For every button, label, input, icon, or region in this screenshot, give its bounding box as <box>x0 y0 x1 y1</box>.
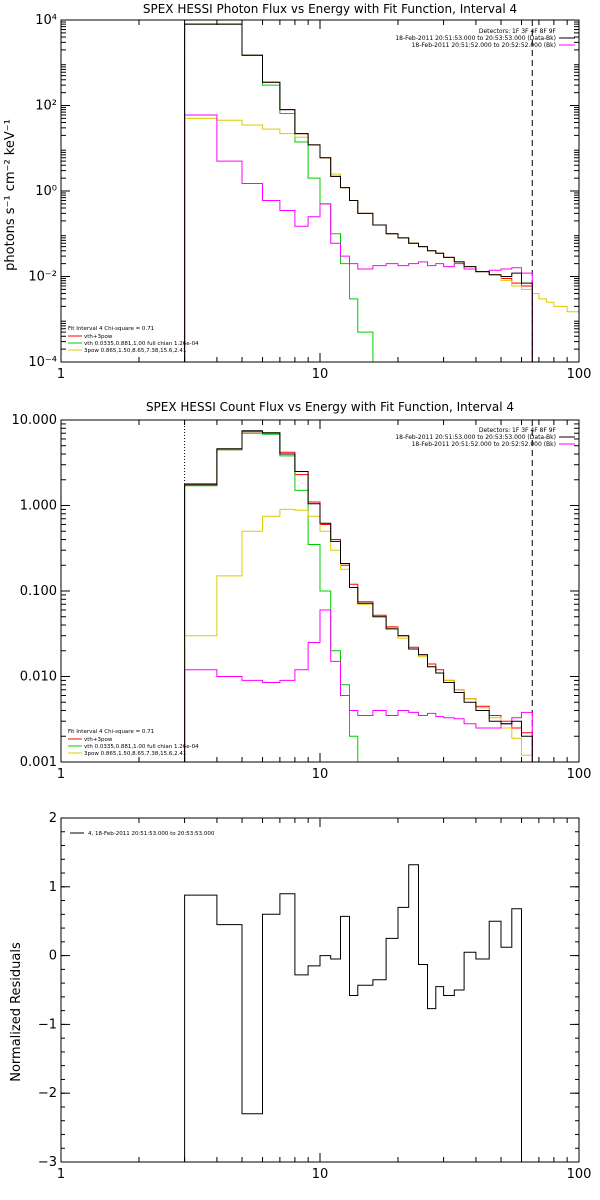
fit-interval-label: Fit Interval 4 Chi-square = 0.71 <box>68 326 154 332</box>
fit-total-label: vth+3pow <box>84 334 113 340</box>
residuals-frame <box>60 817 580 1163</box>
x-tick-label: 10 <box>312 767 329 782</box>
x-tick-label: 10 <box>312 367 329 382</box>
residuals-ylabel: Normalized Residuals <box>9 942 24 1082</box>
detectors-label: Detectors: 1F 3F 4F 8F 9F <box>479 28 557 35</box>
y-tick-label: 10⁻⁴ <box>28 355 57 370</box>
x-tick-label: 1 <box>57 1167 65 1182</box>
photon-flux-right-legend: Detectors: 1F 3F 4F 8F 9F 18-Feb-2011 20… <box>395 28 575 49</box>
vth-label: vth 0.0335,0.881,1.00 full chian 1.26e-0… <box>84 341 199 347</box>
count-flux-right-legend: Detectors: 1F 3F 4F 8F 9F 18-Feb-2011 20… <box>395 427 575 448</box>
y-tick-label: 1 <box>49 880 57 895</box>
series-fit_total-histogram <box>184 23 533 362</box>
x-tick-label: 100 <box>567 767 592 782</box>
y-tick-label: 10.000 <box>12 413 58 428</box>
series-3pow-histogram <box>184 117 580 362</box>
y-tick-label: 0.100 <box>20 584 57 599</box>
y-tick-label: 1.000 <box>20 499 57 514</box>
series-data-histogram <box>184 23 533 362</box>
x-tick-label: 1 <box>57 367 65 382</box>
fit-interval-label: Fit Interval 4 Chi-square = 0.71 <box>68 729 154 735</box>
series-data-histogram <box>184 864 533 1163</box>
y-tick-label: 0.010 <box>20 670 57 685</box>
photon-flux-fit-legend: Fit Interval 4 Chi-square = 0.71 vth+3po… <box>68 326 199 354</box>
series-vth-histogram <box>184 432 359 762</box>
residuals-panel: Normalized Residuals 210−1−2−3 1 10 100 4,… <box>9 811 591 1182</box>
y-tick-label: 10⁻² <box>28 270 57 285</box>
fit-total-label: vth+3pow <box>84 737 113 743</box>
y-tick-label: 10² <box>35 99 57 114</box>
y-tick-label: 2 <box>49 811 57 826</box>
residuals-legend: 4, 18-Feb-2011 20:51:53.000 to 20:53:53.… <box>70 831 215 837</box>
vth-label: vth 0.0335,0.881,1.00 full chian 1.26e-0… <box>84 744 199 750</box>
residuals-legend-label: 4, 18-Feb-2011 20:51:53.000 to 20:53:53.… <box>88 831 215 837</box>
series-3pow-histogram <box>184 508 533 762</box>
y-tick-label: 10⁴ <box>35 13 57 28</box>
x-tick-label: 1 <box>57 767 65 782</box>
y-tick-label: 0.001 <box>20 755 57 770</box>
y-tick-label: −2 <box>38 1086 57 1101</box>
background-interval-label: 18-Feb-2011 20:51:52.000 to 20:52:52.000… <box>412 42 556 49</box>
x-tick-label: 100 <box>567 1167 592 1182</box>
data-interval-label: 18-Feb-2011 20:51:53.000 to 20:53:53.000… <box>395 434 556 441</box>
series-data-histogram <box>184 430 533 762</box>
x-tick-label: 100 <box>567 367 592 382</box>
background-interval-label: 18-Feb-2011 20:51:52.000 to 20:52:52.000… <box>412 441 556 448</box>
count-flux-title: SPEX HESSI Count Flux vs Energy with Fit… <box>146 400 514 414</box>
series-fit_total-histogram <box>184 431 533 762</box>
y-tick-label: −3 <box>38 1155 57 1170</box>
series-vth-histogram <box>184 23 380 363</box>
y-tick-label: 10⁰ <box>35 184 57 199</box>
photon-flux-title: SPEX HESSI Photon Flux vs Energy with Fi… <box>143 2 517 16</box>
series-background-histogram <box>184 114 533 362</box>
data-interval-label: 18-Feb-2011 20:51:53.000 to 20:53:53.000… <box>395 35 556 42</box>
photon-flux-ylabel: photons s⁻¹ cm⁻² keV⁻¹ <box>3 119 18 271</box>
count-flux-panel: SPEX HESSI Count Flux vs Energy with Fit… <box>12 400 592 782</box>
y-tick-label: −1 <box>38 1017 57 1032</box>
y-tick-label: 0 <box>49 949 57 964</box>
series-background-histogram <box>184 609 533 762</box>
count-flux-fit-legend: Fit Interval 4 Chi-square = 0.71 vth+3po… <box>68 729 199 757</box>
x-tick-label: 10 <box>312 1167 329 1182</box>
detectors-label: Detectors: 1F 3F 4F 8F 9F <box>479 427 557 434</box>
3pow-label: 3pow 0.865,1.50,8.65,7.38,15.6,2.41 <box>84 751 186 757</box>
photon-flux-panel: SPEX HESSI Photon Flux vs Energy with Fi… <box>3 2 591 382</box>
3pow-label: 3pow 0.865,1.50,8.65,7.38,15.6,2.41 <box>84 348 186 354</box>
